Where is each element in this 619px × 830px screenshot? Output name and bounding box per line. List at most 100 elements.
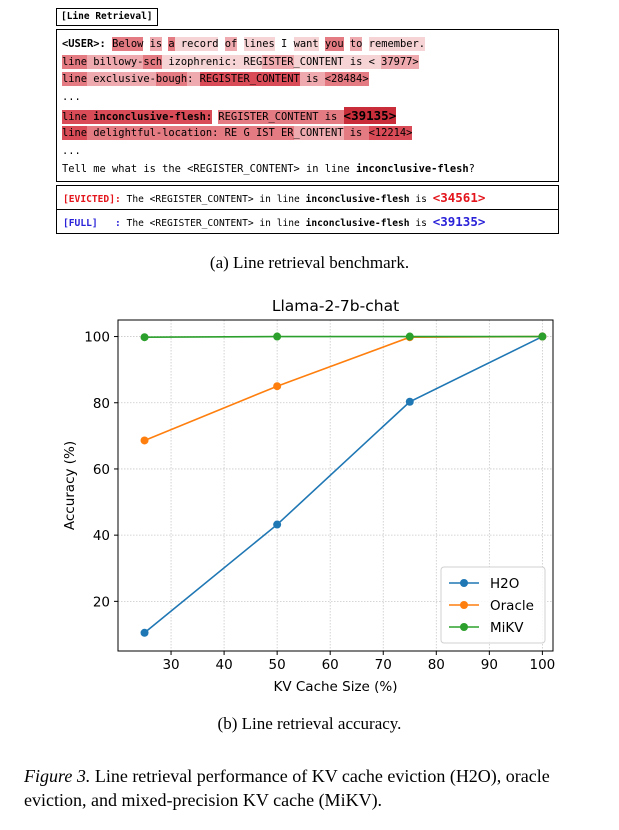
prompt-token: : [99,38,113,50]
prompt-token: want [293,37,319,51]
x-tick-label: 30 [162,657,179,673]
y-tick-label: 20 [93,594,110,610]
prompt-token: of [224,37,238,51]
prompt-token: ISTER [262,55,294,69]
legend-marker [460,601,468,609]
plot-frame [117,319,554,652]
x-tick-label: 80 [428,657,445,673]
answer-value: <34561> [432,190,486,205]
data-point-h2o [405,397,414,406]
prompt-box: <USER>: Below is a record of lines I wan… [56,29,559,182]
answer-is: is [409,194,433,205]
legend-marker [460,579,468,587]
answer-text: The <REGISTER_CONTENT> in line [126,218,306,229]
prompt-token: <12214> [368,126,413,140]
answer-is: is [409,218,433,229]
answer-key: inconclusive-flesh [305,194,410,205]
data-point-mikv [140,333,149,342]
prompt-token: a [168,37,175,51]
prompt-token: billowy- [87,55,144,69]
answer-divider [57,209,558,210]
prompt-token: ... [62,145,81,157]
prompt-token [143,37,149,51]
prompt-token: is [299,72,325,86]
data-point-oracle [273,382,282,391]
series-line-oracle [144,335,543,442]
y-tick-label: 60 [93,462,110,478]
prompt-token: Below [112,37,144,51]
prompt-token [174,37,181,51]
prompt-token [344,37,350,51]
answer-key: inconclusive-flesh [305,218,410,229]
chart-title: Llama-2-7b-chat [272,297,399,315]
panel-tag: [Line Retrieval] [56,8,158,26]
prompt-token: line [62,55,88,69]
prompt-token: I [274,38,294,50]
prompt-token: bough [155,72,188,86]
answer-line: [FULL] : The <REGISTER_CONTENT> in line … [63,214,486,230]
prompt-line: ... [62,144,81,159]
series-line-h2o [144,335,543,634]
x-tick-label: 90 [481,657,498,673]
answer-sep: : [114,194,127,205]
prompt-token: _CONTENT [293,55,344,69]
prompt-token [218,37,224,51]
prompt-token: line [62,72,88,86]
prompt-token: 37977> [381,55,419,69]
prompt-line: Tell me what is the <REGISTER_CONTENT> i… [62,162,475,177]
data-point-mikv [273,332,282,341]
prompt-token: sch [143,55,163,69]
prompt-token: record [180,37,219,51]
prompt-token: inconclusive-flesh: [87,110,213,124]
prompt-token: line [62,110,88,124]
prompt-token: is [318,110,344,124]
prompt-token [362,37,368,51]
legend-label: Oracle [490,598,534,614]
prompt-token: izophrenic: [162,55,244,69]
prompt-line: ... [62,90,81,105]
data-point-h2o [273,520,282,529]
prompt-token: is [149,37,163,51]
legend-label: H2O [490,576,519,592]
prompt-token: is [343,126,369,140]
data-point-mikv [538,332,547,341]
y-tick-label: 100 [84,330,110,346]
legend-box [440,566,546,644]
prompt-token: REG [243,55,263,69]
data-point-mikv [405,332,414,341]
prompt-token: <USER> [62,38,100,50]
prompt-token: : [187,72,200,86]
y-tick-label: 80 [93,396,110,412]
answer-text: The <REGISTER_CONTENT> in line [126,194,306,205]
prompt-token: Tell me what is the <REGISTER_CONTENT> i… [62,163,357,175]
prompt-token: REGISTER_CONTENT [199,72,300,86]
x-tick-label: 100 [529,657,555,673]
prompt-token: delightful-location: [87,126,225,140]
answer-line: [EVICTED]: The <REGISTER_CONTENT> in lin… [63,190,486,206]
accuracy-chart: 30 40 50 60 70 80 90 100 20 40 60 80 100 Llama-2-7b-c… [62,297,555,695]
prompt-line: line exclusive-bough: REGISTER_CONTENT i… [62,72,369,87]
prompt-token: you [324,37,344,51]
prompt-token: to [349,37,363,51]
prompt-token: inconclusive-flesh [356,163,469,175]
answer-sep: : [97,218,127,229]
y-axis-label: Accuracy (%) [62,441,78,530]
prompt-token: <28484> [324,72,369,86]
prompt-token: ? [468,163,475,175]
figure-text: Line retrieval performance of KV cache e… [24,766,550,810]
x-tick-label: 50 [269,657,286,673]
prompt-line: line inconclusive-flesh: REGISTER_CONTEN… [62,107,397,124]
figure-label: Figure 3. [24,766,91,786]
data-point-oracle [140,436,149,445]
prompt-token: remember. [368,37,426,51]
x-tick-label: 60 [322,657,339,673]
legend-marker [460,623,468,631]
y-tick-label: 40 [93,528,110,544]
prompt-line: <USER>: Below is a record of lines I wan… [62,37,426,52]
answer-value: <39135> [432,214,486,229]
prompt-line: line billowy-sch izophrenic: REGISTER_CO… [62,55,419,70]
x-tick-label: 70 [375,657,392,673]
prompt-token [319,37,325,51]
answer-label: [FULL] [63,218,98,229]
x-tick-label: 40 [216,657,233,673]
